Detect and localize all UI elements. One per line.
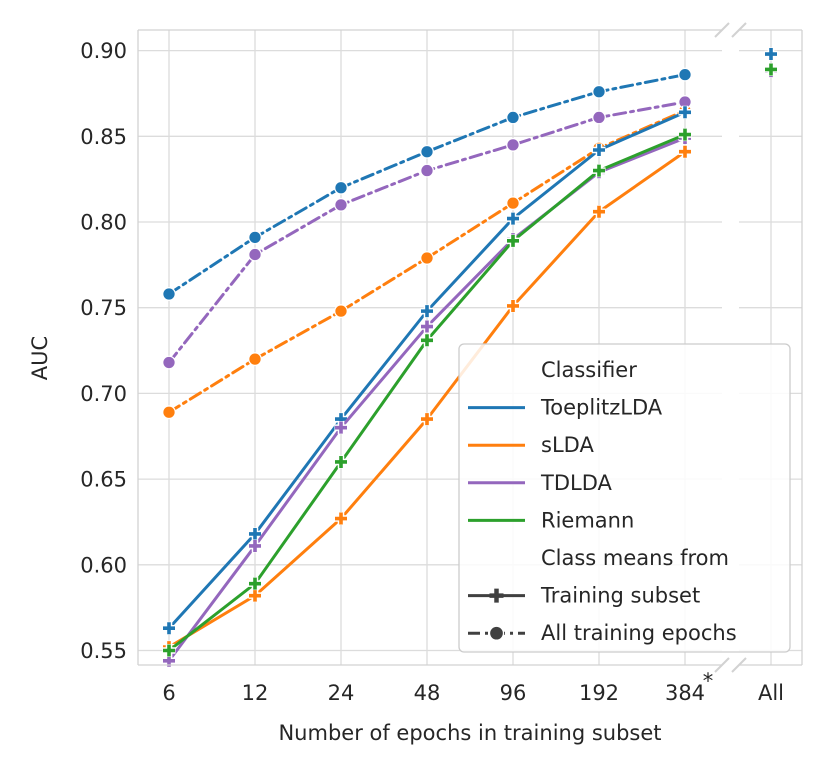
y-tick-label: 0.55 [80,639,127,663]
x-tick-label: 384 [665,681,705,705]
slda-all-epochs-point [162,405,176,420]
slda-all-epochs-point [506,196,520,211]
slda-all-epochs-point [334,304,348,319]
toeplitzlda-all-epochs-point [592,84,606,99]
riemann-training-subset-point [249,577,261,590]
legend-circle-marker [488,625,505,641]
x-tick-label: 96 [500,681,527,705]
riemann-training-subset-all-point [765,63,777,76]
toeplitzlda-training-subset-point [249,527,261,540]
x-tick-label-all: All [758,681,784,705]
x-tick-label: 12 [242,681,269,705]
toeplitzlda-training-subset-point [421,305,433,318]
y-tick-label: 0.80 [80,211,127,235]
legend-label-toeplitzlda: ToeplitzLDA [540,396,663,420]
tdlda-training-subset-point [335,421,347,434]
legend-label-class-means: Training subset [540,584,700,608]
tdlda-all-epochs-point [420,163,434,178]
y-tick-label: 0.75 [80,296,127,320]
x-tick-label: 6 [162,681,175,705]
riemann-training-subset-point [421,334,433,347]
y-axis-title: AUC [28,336,52,380]
y-tick-label: 0.65 [80,468,127,492]
axis-break-mark [731,22,747,38]
series-layer [162,47,778,668]
slda-training-subset-point [249,589,261,602]
x-axis-title: Number of epochs in training subset [278,721,661,745]
slda-training-subset-point [593,205,605,218]
toeplitzlda-training-subset-point [679,106,691,119]
x-tick-label: 48 [414,681,441,705]
toeplitzlda-training-subset-point [593,144,605,157]
slda-training-subset-point [679,145,691,158]
legend-title-class-means: Class means from [541,546,729,570]
toeplitzlda-all-epochs-point [678,67,692,82]
riemann-training-subset-point [163,644,175,657]
legend-label-tdlda: TDLDA [540,471,612,495]
legend-label-slda: sLDA [541,433,594,457]
slda-training-subset-point [335,512,347,525]
toeplitzlda-training-subset-point [507,212,519,225]
y-tick-label: 0.90 [80,39,127,63]
tdlda-all-epochs-point [334,197,348,212]
tdlda-all-epochs-point [592,110,606,125]
toeplitzlda-all-epochs-point [248,230,262,245]
toeplitzlda-all-epochs-point [420,144,434,159]
tdlda-training-subset-point [421,320,433,333]
tdlda-all-epochs-point [506,137,520,152]
x-tick-label: 24 [328,681,355,705]
y-tick-label: 0.85 [80,125,127,149]
riemann-training-subset-point [507,234,519,247]
axes: 0.55 0.60 0.65 0.70 0.75 0.80 0.85 0.90 6 12 24 48 9… [80,22,803,705]
toeplitzlda-training-subset-all-point [765,48,777,61]
riemann-training-subset-point [679,128,691,141]
legend: Classifier ToeplitzLDA sLDA TDLDA Riemann Cla… [458,343,791,653]
tdlda-all-epochs-point [162,355,176,370]
legend-label-riemann: Riemann [541,508,634,532]
slda-all-epochs-point [248,352,262,367]
axis-break-mark [731,657,747,673]
slda-all-epochs-point [420,251,434,265]
legend-label-class-means: All training epochs [541,621,737,645]
y-tick-label: 0.70 [80,382,127,406]
x-tick-label: 192 [579,681,619,705]
axis-break-mark [714,657,730,673]
riemann-training-subset-point [593,164,605,177]
axis-break-mark [714,22,730,38]
tdlda-all-epochs-point [248,247,262,262]
y-tick-label: 0.60 [80,553,127,577]
slda-training-subset-point [507,299,519,312]
legend-plus-marker [489,588,504,603]
legend-title-classifier: Classifier [541,358,637,382]
toeplitzlda-all-epochs-point [506,110,520,125]
toeplitzlda-all-epochs-point [334,180,348,195]
slda-training-subset-point [421,413,433,426]
toeplitzlda-all-epochs-point [162,287,176,301]
tdlda-training-subset-point [249,539,261,552]
toeplitzlda-training-subset-point [163,622,175,635]
x-tick-superscript: * [703,669,714,693]
riemann-training-subset-point [335,455,347,468]
legend-frame [458,343,791,653]
